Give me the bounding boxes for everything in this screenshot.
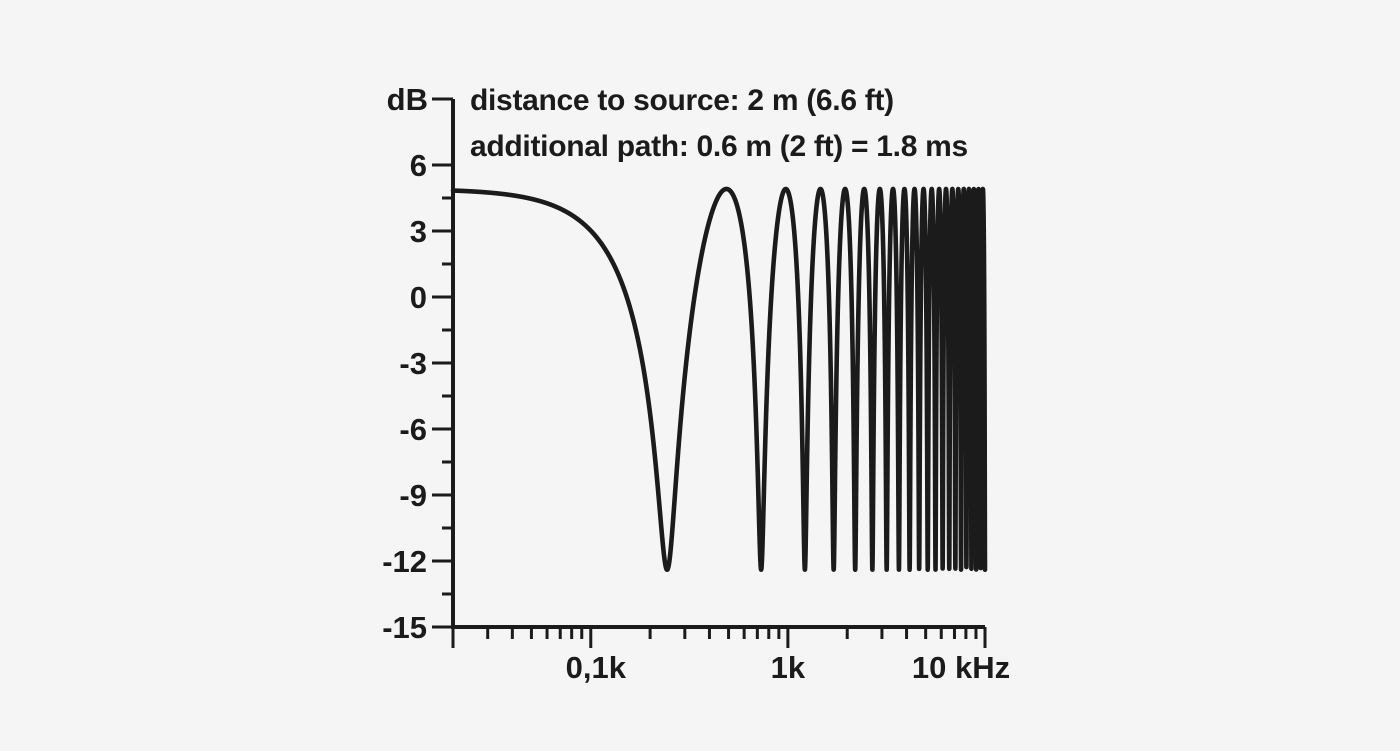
annotation-distance-to-source: distance to source: 2 m (6.6 ft) bbox=[470, 84, 894, 117]
y-tick-label: 3 bbox=[410, 214, 427, 249]
y-tick-label: -6 bbox=[399, 412, 427, 447]
y-tick-label: 6 bbox=[410, 148, 427, 183]
y-axis-unit-label: dB bbox=[387, 82, 428, 117]
axis-lines bbox=[451, 99, 985, 629]
annotation-block: distance to source: 2 m (6.6 ft) additio… bbox=[470, 78, 968, 170]
x-tick-label: 0,1k bbox=[566, 650, 627, 685]
y-tick-label: 0 bbox=[410, 280, 427, 315]
y-tick-label: -12 bbox=[382, 544, 427, 579]
tick-labels: 6 3 0 -3 -6 -9 -12 -15 0,1k 1k 10 kHz bbox=[382, 148, 1010, 685]
y-tick-label: -3 bbox=[399, 346, 427, 381]
x-tick-label: 10 kHz bbox=[912, 650, 1010, 685]
y-tick-label: -9 bbox=[399, 478, 427, 513]
annotation-additional-path: additional path: 0.6 m (2 ft) = 1.8 ms bbox=[470, 130, 968, 163]
x-tick-label: 1k bbox=[771, 650, 806, 685]
frequency-response-curve bbox=[450, 186, 988, 573]
y-tick-label: -15 bbox=[382, 610, 427, 645]
